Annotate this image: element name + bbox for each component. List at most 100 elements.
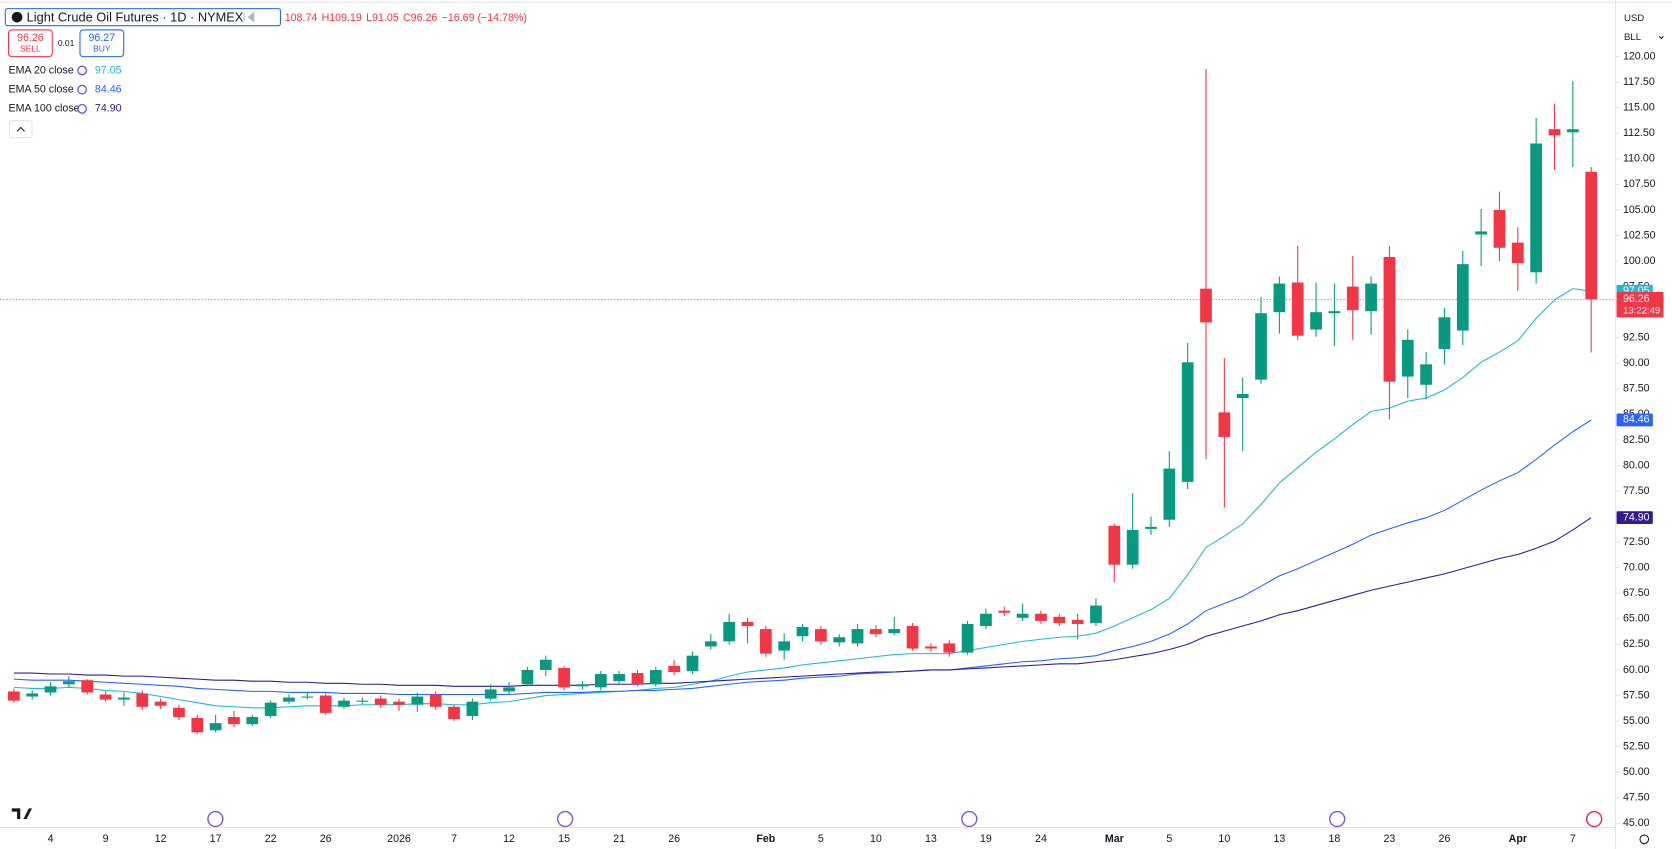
candle-body — [191, 718, 204, 733]
events — [207, 810, 1603, 828]
x-tick-label: 13 — [925, 833, 937, 845]
y-tick-label: 107.50 — [1623, 178, 1656, 190]
candle-body — [1291, 282, 1304, 336]
candle-body — [1236, 393, 1249, 399]
candle-body — [925, 646, 937, 649]
buy-button[interactable] — [79, 29, 125, 58]
candle-body — [631, 673, 644, 685]
collapse-chevron — [16, 126, 25, 132]
candle-body — [778, 641, 791, 651]
currency[interactable]: USD — [1624, 13, 1644, 24]
candle-body — [539, 659, 552, 670]
candle-body — [393, 701, 405, 705]
x-tick-label: 9 — [103, 833, 109, 845]
candle-body — [870, 629, 882, 635]
candle-body — [1310, 312, 1322, 330]
candle-body — [723, 621, 736, 642]
candle-body — [411, 696, 424, 705]
legend-icon — [77, 65, 88, 76]
settings-icon[interactable] — [1639, 834, 1650, 845]
event-icon[interactable] — [961, 810, 978, 828]
candle-body — [136, 693, 149, 707]
event-icon[interactable] — [556, 810, 574, 828]
candle-body — [613, 674, 625, 682]
candle-body — [283, 697, 295, 702]
candle-body — [741, 621, 754, 627]
legend-icon — [77, 103, 88, 114]
candle-body — [521, 669, 534, 685]
x-tick-label: 23 — [1383, 833, 1395, 845]
y-tick-label: 60.00 — [1623, 664, 1650, 676]
y-tick-label: 70.00 — [1623, 562, 1650, 574]
sell-button[interactable] — [7, 29, 53, 58]
candle-body — [814, 629, 827, 642]
sell-label[interactable]: SELL — [20, 43, 41, 53]
event-icon[interactable] — [1329, 810, 1346, 828]
x-tick-label: 7 — [451, 833, 457, 845]
x-tick-label: Mar — [1105, 833, 1124, 845]
ema-line — [13, 419, 1592, 696]
legend-label: EMA 100 close — [9, 103, 80, 115]
x-tick-label: 26 — [1439, 833, 1451, 845]
candle-body — [246, 716, 259, 725]
legend-value: 74.90 — [95, 103, 122, 115]
symbol-box[interactable] — [4, 8, 281, 27]
candle-body — [998, 610, 1011, 613]
legend-value: 97.05 — [95, 64, 122, 76]
x-tick-label: 2026 — [387, 833, 411, 845]
candle-body — [374, 698, 387, 705]
collapse-button[interactable] — [9, 120, 33, 139]
x-tick-label: 10 — [1218, 833, 1230, 845]
y-tick-label: 72.50 — [1623, 536, 1650, 548]
symbol-flag[interactable] — [243, 11, 255, 23]
event-icon[interactable] — [1586, 810, 1603, 828]
candle-body — [1053, 616, 1066, 623]
candle-body — [118, 697, 130, 700]
ohlc-value: C96.26 — [403, 12, 437, 24]
x-tick-label: 19 — [980, 833, 992, 845]
y-tick-label: 117.50 — [1623, 76, 1655, 88]
candle-body — [1090, 605, 1102, 623]
ema-price-tag — [1616, 511, 1653, 525]
y-tick-label: 50.00 — [1623, 766, 1650, 778]
unit[interactable]: BLL — [1624, 32, 1642, 43]
candle-body — [1200, 288, 1212, 323]
candle-body — [686, 655, 699, 671]
candle-body — [1493, 209, 1506, 248]
candle-body — [1383, 256, 1396, 382]
x-tick-label: Apr — [1509, 833, 1527, 845]
event-icon[interactable] — [207, 810, 224, 828]
sell-price[interactable]: 96.26 — [17, 32, 44, 44]
candle-body — [1108, 525, 1121, 565]
x-tick-label: 15 — [558, 833, 570, 845]
candle-body — [833, 637, 846, 643]
buy-label[interactable]: BUY — [93, 43, 111, 53]
y-tick-label: 102.50 — [1623, 229, 1656, 241]
y-tick-label: 82.50 — [1623, 434, 1650, 446]
candle-body — [1420, 364, 1432, 385]
candle-body — [594, 674, 607, 688]
countdown: 13:22:49 — [1623, 306, 1660, 317]
candle-body — [1071, 619, 1084, 624]
symbol-title[interactable]: Light Crude Oil Futures · 1D · NYMEX — [27, 10, 244, 25]
candle-body — [99, 694, 112, 700]
x-tick-label: 18 — [1328, 833, 1340, 845]
last-price-tag — [1616, 291, 1664, 318]
y-tick-label: 67.50 — [1623, 587, 1650, 599]
candle-body — [1365, 283, 1377, 312]
ohlc-value: H109.19 — [322, 12, 362, 24]
legend: EMA 20 close 97.05 EMA 50 close 84.46 EMA 10… — [9, 64, 122, 114]
candle-body — [1181, 362, 1194, 482]
candle-body — [1328, 311, 1341, 314]
ema-line — [13, 288, 1592, 709]
candle-body — [649, 669, 662, 685]
legend-label: EMA 20 close — [9, 64, 74, 76]
last-price-tag-label: 96.26 — [1623, 293, 1650, 305]
candle-body — [429, 694, 442, 707]
candle-body — [576, 684, 589, 687]
x-tick-label: 26 — [668, 833, 680, 845]
candle-body — [26, 693, 39, 697]
candle-body — [961, 623, 974, 653]
candle-body — [1585, 171, 1598, 300]
buy-price[interactable]: 96.27 — [88, 32, 115, 44]
